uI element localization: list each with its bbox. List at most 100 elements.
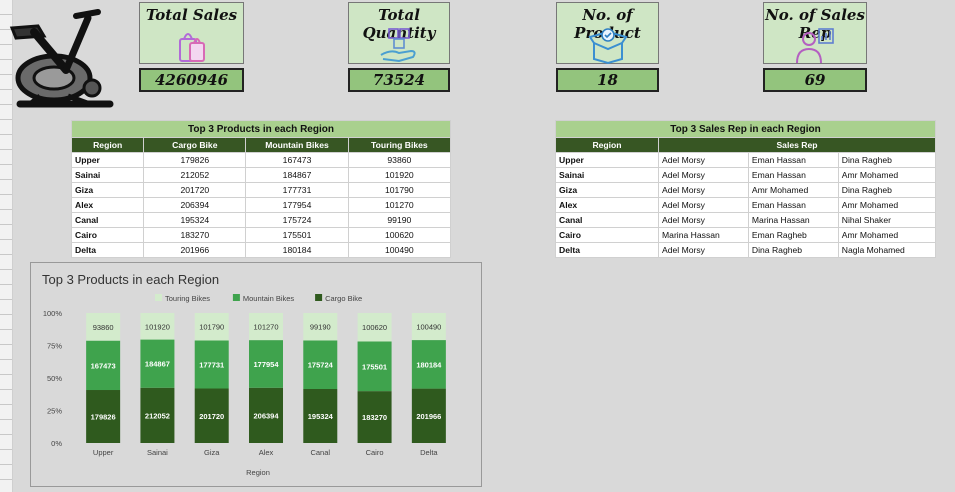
bar-data-label: 201720: [199, 412, 224, 421]
legend-label: Cargo Bike: [325, 294, 362, 303]
value-cell[interactable]: 93860: [347, 152, 452, 168]
bar-data-label: 177954: [253, 360, 279, 369]
rep-cell[interactable]: Amr Mohamed: [747, 182, 839, 198]
value-cell[interactable]: 177731: [245, 182, 349, 198]
region-cell[interactable]: Alex: [555, 197, 659, 213]
value-cell[interactable]: 183270: [143, 227, 247, 243]
x-tick-label: Alex: [259, 448, 274, 457]
rep-cell[interactable]: Amr Mohamed: [837, 167, 937, 183]
bar-data-label: 100620: [362, 323, 387, 332]
region-cell[interactable]: Giza: [70, 182, 145, 198]
chart-bar-segment: [411, 340, 446, 389]
value-cell[interactable]: 184867: [245, 167, 349, 183]
value-cell[interactable]: 100620: [347, 227, 452, 243]
table-row: Upper 179826 167473 93860: [70, 152, 452, 168]
rep-cell[interactable]: Nihal Shaker: [837, 212, 937, 228]
value-cell[interactable]: 177954: [245, 197, 349, 213]
legend-swatch: [232, 294, 240, 301]
row-line: [0, 269, 12, 270]
bar-data-label: 175501: [362, 362, 387, 371]
region-cell[interactable]: Delta: [555, 242, 659, 258]
value-cell[interactable]: 100490: [347, 242, 452, 258]
value-cell[interactable]: 212052: [143, 167, 247, 183]
value-cell[interactable]: 101270: [347, 197, 452, 213]
table-row: Canal 195324 175724 99190: [70, 212, 452, 228]
value-cell[interactable]: 167473: [245, 152, 349, 168]
rep-cell[interactable]: Eman Hassan: [747, 152, 839, 168]
rep-cell[interactable]: Eman Hassan: [747, 197, 839, 213]
region-cell[interactable]: Delta: [70, 242, 145, 258]
kpi-no-of-product-value: 18: [556, 68, 659, 92]
value-cell[interactable]: 180184: [245, 242, 349, 258]
value-cell[interactable]: 175724: [245, 212, 349, 228]
rep-cell[interactable]: Dina Ragheb: [837, 182, 937, 198]
value-cell[interactable]: 175501: [245, 227, 349, 243]
value-cell[interactable]: 195324: [143, 212, 247, 228]
row-line: [0, 14, 12, 15]
region-cell[interactable]: Canal: [555, 212, 659, 228]
value-cell[interactable]: 179826: [143, 152, 247, 168]
rep-cell[interactable]: Adel Morsy: [658, 242, 749, 258]
rep-cell[interactable]: Adel Morsy: [658, 182, 749, 198]
rep-cell[interactable]: Marina Hassan: [747, 212, 839, 228]
region-cell[interactable]: Giza: [555, 182, 659, 198]
value-cell[interactable]: 206394: [143, 197, 247, 213]
row-line: [0, 164, 12, 165]
row-line: [0, 254, 12, 255]
value-cell[interactable]: 101790: [347, 182, 452, 198]
rep-cell[interactable]: Dina Ragheb: [837, 152, 937, 168]
rep-cell[interactable]: Nagla Mohamed: [837, 242, 937, 258]
value-cell[interactable]: 201720: [143, 182, 247, 198]
rep-cell[interactable]: Eman Ragheb: [747, 227, 839, 243]
rep-cell[interactable]: Amr Mohamed: [837, 227, 937, 243]
region-cell[interactable]: Sainai: [70, 167, 145, 183]
rep-cell[interactable]: Adel Morsy: [658, 167, 749, 183]
y-tick-label: 0%: [51, 439, 62, 448]
chart-bar-segment: [86, 313, 121, 341]
region-cell[interactable]: Upper: [555, 152, 659, 168]
rep-cell[interactable]: Amr Mohamed: [837, 197, 937, 213]
row-line: [0, 224, 12, 225]
bar-data-label: 201966: [416, 412, 441, 421]
bar-data-label: 206394: [253, 411, 279, 420]
table-caption: Top 3 Products in each Region: [71, 120, 451, 138]
region-cell[interactable]: Canal: [70, 212, 145, 228]
kpi-total-sales-card: Total Sales: [139, 2, 244, 64]
chart-bar-segment: [249, 340, 283, 388]
chart-bar-segment: [357, 313, 392, 342]
x-tick-label: Upper: [93, 448, 114, 457]
value-cell[interactable]: 201966: [143, 242, 247, 258]
top-products-table: Top 3 Products in each Region Region Car…: [70, 120, 452, 258]
value-cell[interactable]: 101920: [347, 167, 452, 183]
row-line: [0, 89, 12, 90]
rep-cell[interactable]: Adel Morsy: [658, 212, 749, 228]
chart-bar-segment: [86, 390, 121, 443]
rep-cell[interactable]: Adel Morsy: [658, 152, 749, 168]
rep-cell[interactable]: Marina Hassan: [658, 227, 749, 243]
table-row: Giza 201720 177731 101790: [70, 182, 452, 198]
chart-bar-segment: [411, 388, 446, 443]
region-cell[interactable]: Cairo: [70, 227, 145, 243]
region-cell[interactable]: Sainai: [555, 167, 659, 183]
row-line: [0, 374, 12, 375]
value-cell[interactable]: 99190: [347, 212, 452, 228]
row-line: [0, 479, 12, 480]
rep-cell[interactable]: Adel Morsy: [658, 197, 749, 213]
chart-bar-segment: [140, 313, 175, 340]
rep-cell[interactable]: Eman Hassan: [747, 167, 839, 183]
column-header: Cargo Bike: [143, 137, 247, 153]
kpi-title: Total Sales: [145, 6, 238, 24]
row-line: [0, 434, 12, 435]
shopping-bags-icon: [178, 33, 205, 62]
sheet-row-gutter: [0, 0, 13, 492]
chart-bar-segment: [357, 341, 392, 392]
products-stacked-chart[interactable]: Top 3 Products in each Region Touring Bik…: [30, 262, 482, 487]
row-line: [0, 329, 12, 330]
region-cell[interactable]: Upper: [70, 152, 145, 168]
chart-bar-segment: [194, 388, 229, 443]
y-tick-label: 25%: [47, 407, 62, 416]
rep-cell[interactable]: Dina Ragheb: [747, 242, 839, 258]
product-box-icon: [587, 28, 628, 65]
region-cell[interactable]: Alex: [70, 197, 145, 213]
region-cell[interactable]: Cairo: [555, 227, 659, 243]
